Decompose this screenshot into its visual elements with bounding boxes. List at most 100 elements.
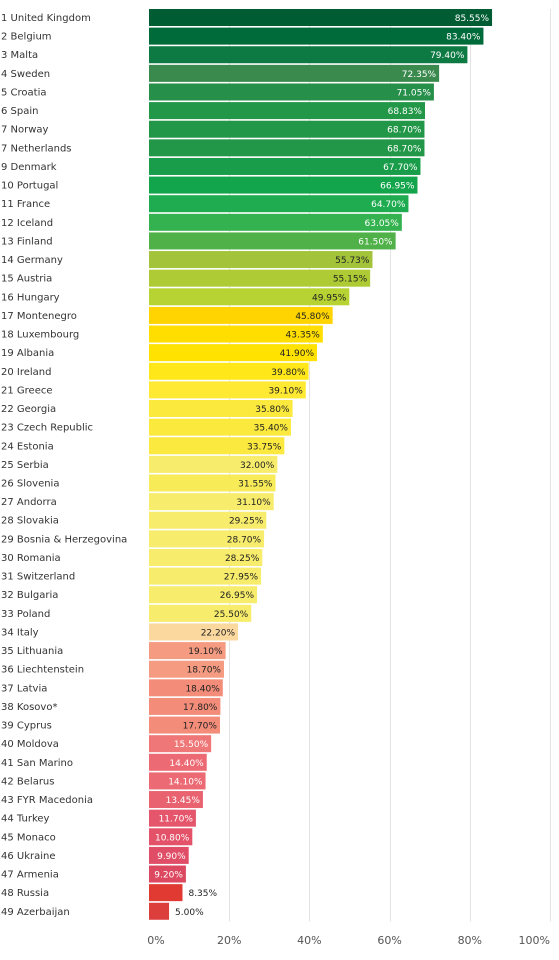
value-label: 29.25% xyxy=(229,517,264,527)
value-label: 68.70% xyxy=(387,144,422,154)
bar xyxy=(149,325,323,343)
value-label: 25.50% xyxy=(214,610,249,620)
bar xyxy=(149,362,309,380)
category-label: 48 Russia xyxy=(1,888,49,899)
bar xyxy=(149,269,371,287)
category-label: 37 Latvia xyxy=(1,683,47,694)
value-label: 9.20% xyxy=(154,871,183,881)
category-label: 28 Slovakia xyxy=(1,516,59,527)
category-label: 16 Hungary xyxy=(1,292,60,303)
bar xyxy=(149,27,484,45)
value-label: 14.40% xyxy=(169,759,204,769)
value-label: 28.70% xyxy=(227,535,262,545)
bar xyxy=(149,884,183,902)
bar xyxy=(149,288,350,306)
bar xyxy=(149,548,263,566)
category-label: 39 Cyprus xyxy=(1,721,52,732)
category-label: 17 Montenegro xyxy=(1,311,77,322)
x-tick-label: 100% xyxy=(519,934,550,947)
x-tick-label: 80% xyxy=(458,934,482,947)
value-label: 55.15% xyxy=(333,275,368,285)
bar xyxy=(149,139,425,157)
bar xyxy=(149,213,402,231)
x-tick-label: 40% xyxy=(297,934,321,947)
value-label: 19.10% xyxy=(188,647,223,657)
category-label: 15 Austria xyxy=(1,274,52,285)
value-label: 15.50% xyxy=(174,740,209,750)
category-label: 13 Finland xyxy=(1,236,53,247)
category-label: 10 Portugal xyxy=(1,181,58,192)
category-label: 43 FYR Macedonia xyxy=(1,795,93,806)
category-label: 27 Andorra xyxy=(1,497,57,508)
bar xyxy=(149,306,333,324)
category-label: 22 Georgia xyxy=(1,404,56,415)
value-label: 9.90% xyxy=(157,852,186,862)
category-label: 30 Romania xyxy=(1,553,61,564)
category-label: 19 Albania xyxy=(1,348,54,359)
category-label: 45 Monaco xyxy=(1,832,56,843)
bar xyxy=(149,120,425,138)
value-label: 17.70% xyxy=(183,722,218,732)
bar xyxy=(149,344,318,362)
bar xyxy=(149,753,207,771)
bar xyxy=(149,46,468,64)
category-label: 42 Belarus xyxy=(1,776,54,787)
bar xyxy=(149,511,267,529)
value-label: 13.45% xyxy=(166,796,201,806)
x-axis: 0% 20% 40% 60% 80% 100% xyxy=(147,934,550,947)
value-label: 33.75% xyxy=(247,442,282,452)
value-label: 83.40% xyxy=(446,33,481,43)
value-label: 10.80% xyxy=(155,833,190,843)
bar xyxy=(149,493,274,511)
bar xyxy=(149,660,224,678)
category-label: 11 France xyxy=(1,199,50,210)
bar xyxy=(149,530,265,548)
value-label: 26.95% xyxy=(220,591,255,601)
category-label: 3 Malta xyxy=(1,50,38,61)
bar xyxy=(149,381,306,399)
value-label: 35.80% xyxy=(255,405,290,415)
category-label: 25 Serbia xyxy=(1,460,49,471)
value-label: 55.73% xyxy=(335,256,370,266)
bar xyxy=(149,83,434,101)
category-label: 7 Netherlands xyxy=(1,143,72,154)
bar xyxy=(149,846,189,864)
value-label: 31.10% xyxy=(236,498,271,508)
category-label: 14 Germany xyxy=(1,255,63,266)
value-label: 14.10% xyxy=(168,777,203,787)
value-label: 5.00% xyxy=(175,908,204,918)
bar xyxy=(149,604,252,622)
category-label: 9 Denmark xyxy=(1,162,57,173)
bar xyxy=(149,474,276,492)
bar xyxy=(149,64,440,82)
category-label: 34 Italy xyxy=(1,627,39,638)
value-label: 18.70% xyxy=(187,666,222,676)
value-label: 8.35% xyxy=(188,889,217,899)
value-label: 11.70% xyxy=(159,815,194,825)
value-label: 68.70% xyxy=(387,126,422,136)
category-label: 44 Turkey xyxy=(1,814,50,825)
category-label: 12 Iceland xyxy=(1,218,53,229)
category-label: 24 Estonia xyxy=(1,441,54,452)
bar xyxy=(149,418,291,436)
value-label: 27.95% xyxy=(224,573,259,583)
bar xyxy=(149,791,203,809)
value-label: 28.25% xyxy=(225,554,260,564)
bar xyxy=(149,902,170,920)
value-label: 41.90% xyxy=(280,349,315,359)
x-tick-label: 60% xyxy=(377,934,401,947)
value-label: 31.55% xyxy=(238,480,273,490)
bar xyxy=(149,9,493,26)
value-label: 79.40% xyxy=(430,51,465,61)
value-label: 17.80% xyxy=(183,703,218,713)
value-label: 49.95% xyxy=(312,293,347,303)
category-label: 49 Azerbaijan xyxy=(1,907,70,918)
bar xyxy=(149,865,186,883)
category-label: 20 Ireland xyxy=(1,367,52,378)
value-label: 18.40% xyxy=(185,684,220,694)
value-label: 85.55% xyxy=(455,14,490,24)
value-label: 43.35% xyxy=(286,331,321,341)
category-label: 41 San Marino xyxy=(1,758,73,769)
bar xyxy=(149,735,212,753)
